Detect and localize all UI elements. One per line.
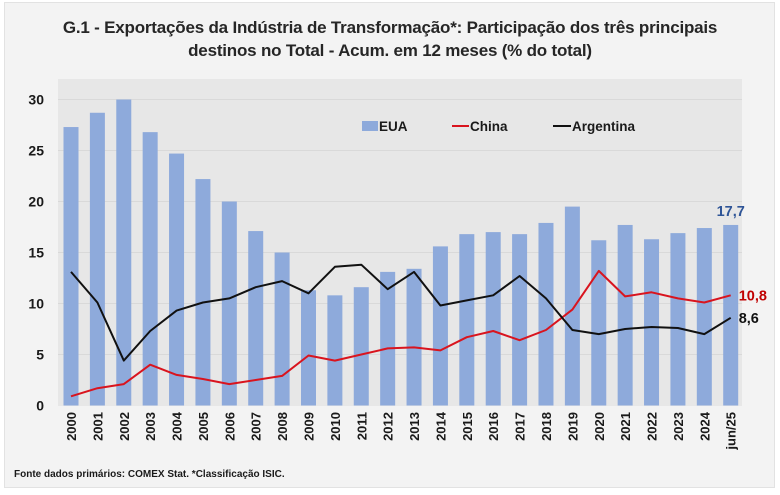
- x-tick-label: jun/25: [724, 412, 739, 451]
- x-tick-label: 2020: [592, 412, 607, 441]
- bar-eua-2007: [248, 231, 264, 406]
- legend-label-argentina: Argentina: [572, 119, 635, 134]
- x-tick-label: 2023: [671, 412, 686, 441]
- source-note: Fonte dados primários: COMEX Stat. *Clas…: [14, 469, 285, 480]
- bar-eua-2018: [538, 222, 554, 406]
- bar-eua-2002: [116, 99, 132, 406]
- data-label-china: 10,8: [739, 288, 767, 304]
- x-tick-label: 2024: [697, 411, 712, 441]
- x-tick-label: 2007: [249, 412, 264, 441]
- bar-eua-2011: [353, 287, 369, 406]
- bar-eua-2001: [89, 112, 105, 406]
- y-axis-ticks: 0 5 10 15 20 25 30: [28, 92, 44, 414]
- x-tick-label: 2008: [275, 412, 290, 441]
- data-label-argentina: 8,6: [739, 311, 759, 327]
- x-tick-label: 2011: [354, 412, 369, 440]
- x-tick-label: 2000: [64, 412, 79, 441]
- bar-eua-2023: [670, 233, 686, 406]
- x-tick-label: 2018: [539, 412, 554, 441]
- x-tick-label: 2001: [90, 412, 105, 441]
- y-tick-label: 15: [28, 245, 44, 261]
- x-axis-ticks: 2000 2001 2002 2003 2004 2005 2006 2007 2008 2009…: [64, 411, 739, 450]
- chart-title-line-2: destinos no Total - Acum. em 12 meses (%…: [188, 41, 592, 60]
- x-tick-label: 2016: [486, 412, 501, 441]
- x-tick-label: 2010: [328, 412, 343, 441]
- x-tick-label: 2017: [513, 412, 528, 441]
- bar-eua-2003: [142, 132, 158, 406]
- bar-eua-2022: [644, 239, 660, 406]
- series-lines: [70, 263, 732, 398]
- bar-eua-2000: [63, 127, 79, 406]
- bar-eua-2005: [195, 179, 211, 406]
- x-tick-label: 2013: [407, 412, 422, 441]
- line-china: [70, 269, 731, 398]
- x-tick-label: 2009: [301, 412, 316, 441]
- legend-swatch-eua: [362, 121, 378, 131]
- bar-eua-2004: [169, 153, 185, 406]
- bar-eua-2006: [221, 201, 237, 406]
- x-tick-label: 2012: [381, 412, 396, 441]
- bar-eua-2016: [485, 232, 501, 406]
- x-tick-label: 2005: [196, 412, 211, 441]
- x-tick-label: 2019: [565, 412, 580, 441]
- data-label-eua: 17,7: [717, 204, 745, 220]
- y-tick-label: 30: [28, 92, 44, 108]
- eua-bars: [63, 99, 739, 406]
- bar-eua-2008: [274, 252, 290, 406]
- bar-eua-2021: [617, 224, 633, 406]
- x-tick-label: 2004: [170, 411, 185, 441]
- x-tick-label: 2021: [618, 412, 633, 441]
- bar-eua-2017: [512, 234, 528, 406]
- legend: EUA China Argentina: [362, 119, 635, 134]
- bar-eua-jun-25: [723, 224, 739, 406]
- x-tick-label: 2015: [460, 412, 475, 441]
- bar-eua-2009: [300, 290, 316, 406]
- chart-title: G.1 - Exportações da Indústria de Transf…: [0, 16, 780, 62]
- bar-eua-2020: [591, 240, 607, 406]
- y-tick-label: 20: [28, 194, 44, 210]
- line-argentina: [70, 263, 732, 362]
- bar-eua-2012: [380, 271, 396, 406]
- bar-eua-2024: [696, 228, 712, 406]
- x-tick-label: 2003: [143, 412, 158, 441]
- end-labels: 17,7 10,8 8,6: [717, 204, 767, 327]
- legend-label-china: China: [470, 119, 508, 134]
- y-tick-label: 25: [28, 143, 44, 159]
- legend-label-eua: EUA: [379, 119, 408, 134]
- x-tick-label: 2006: [222, 412, 237, 441]
- y-tick-label: 0: [36, 398, 44, 414]
- x-tick-label: 2014: [433, 411, 448, 441]
- chart-title-line-1: G.1 - Exportações da Indústria de Transf…: [62, 18, 718, 37]
- x-tick-label: 2002: [117, 412, 132, 441]
- x-tick-label: 2022: [645, 412, 660, 441]
- bar-eua-2013: [406, 268, 422, 406]
- bar-eua-2015: [459, 234, 475, 406]
- bar-eua-2010: [327, 295, 343, 406]
- bar-eua-2014: [432, 246, 448, 406]
- bar-eua-2019: [564, 206, 580, 406]
- y-tick-label: 10: [28, 296, 44, 312]
- y-tick-label: 5: [36, 347, 44, 363]
